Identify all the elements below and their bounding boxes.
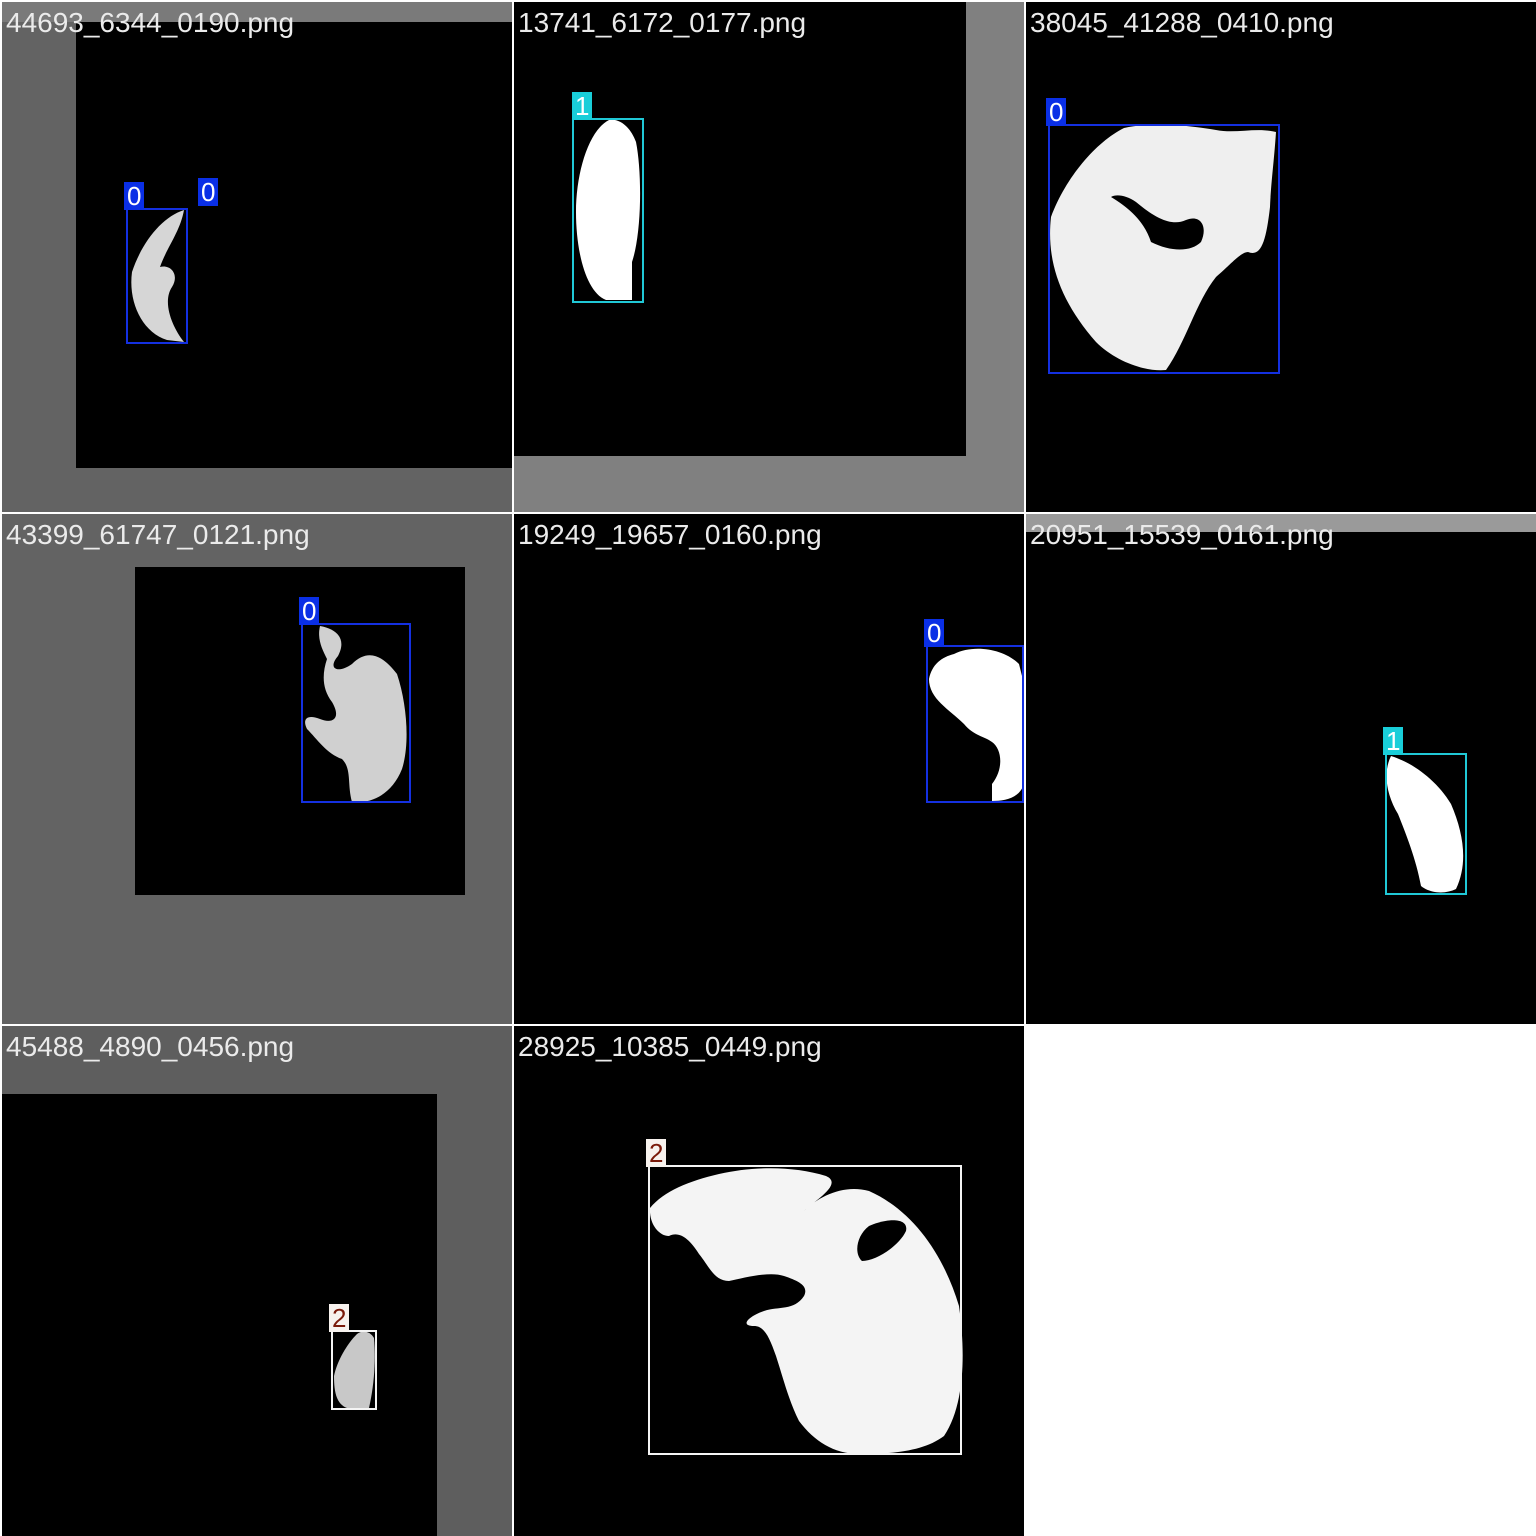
bounding-box bbox=[126, 208, 188, 344]
image-filename: 20951_15539_0161.png bbox=[1030, 519, 1334, 550]
bounding-box bbox=[1385, 753, 1467, 895]
image-tile[interactable]: 1 20951_15539_0161.png bbox=[1026, 514, 1536, 1024]
tile-image bbox=[514, 1026, 1024, 1536]
bounding-box bbox=[926, 645, 1024, 803]
segmentation-mask bbox=[131, 210, 184, 342]
bounding-box bbox=[301, 623, 411, 803]
bounding-box bbox=[648, 1165, 962, 1455]
image-tile[interactable]: 0 0 44693_6344_0190.png bbox=[2, 2, 512, 512]
class-label: 1 bbox=[572, 92, 593, 120]
image-filename: 43399_61747_0121.png bbox=[6, 519, 310, 550]
tile-image bbox=[514, 2, 1024, 512]
image-filename: 44693_6344_0190.png bbox=[6, 7, 295, 38]
image-tile[interactable]: 2 28925_10385_0449.png bbox=[514, 1026, 1024, 1536]
image-filename: 28925_10385_0449.png bbox=[518, 1031, 822, 1062]
image-filename: 38045_41288_0410.png bbox=[1030, 7, 1334, 38]
segmentation-mask bbox=[305, 626, 407, 803]
image-tile[interactable]: 1 13741_6172_0177.png bbox=[514, 2, 1024, 512]
image-filename: 19249_19657_0160.png bbox=[518, 519, 822, 550]
class-label: 0 bbox=[198, 178, 219, 206]
class-label: 0 bbox=[1046, 98, 1067, 126]
tile-image bbox=[1026, 2, 1536, 512]
tile-image bbox=[2, 514, 512, 1024]
image-tile[interactable]: 0 38045_41288_0410.png bbox=[1026, 2, 1536, 512]
tile-image bbox=[2, 2, 512, 512]
image-filename: 13741_6172_0177.png bbox=[518, 7, 807, 38]
segmentation-mask bbox=[929, 648, 1024, 801]
bounding-box bbox=[572, 118, 644, 303]
tile-image bbox=[1026, 514, 1536, 1024]
bounding-box bbox=[1048, 124, 1280, 374]
class-label: 1 bbox=[1383, 727, 1404, 755]
segmentation-mask bbox=[1050, 124, 1276, 371]
image-tile[interactable]: 0 43399_61747_0121.png bbox=[2, 514, 512, 1024]
class-label: 2 bbox=[329, 1304, 350, 1332]
bounding-box bbox=[331, 1330, 377, 1410]
tile-image bbox=[514, 514, 1024, 1024]
image-filename: 45488_4890_0456.png bbox=[6, 1031, 295, 1062]
tile-image bbox=[2, 1026, 512, 1536]
image-tile[interactable]: 2 45488_4890_0456.png bbox=[2, 1026, 512, 1536]
class-label: 0 bbox=[924, 619, 945, 647]
segmentation-mask bbox=[576, 119, 641, 300]
class-label: 0 bbox=[299, 597, 320, 625]
class-label: 2 bbox=[646, 1139, 667, 1167]
image-tile[interactable]: 0 19249_19657_0160.png bbox=[514, 514, 1024, 1024]
segmentation-mask bbox=[334, 1331, 375, 1408]
segmentation-mask bbox=[1386, 756, 1464, 893]
class-label: 0 bbox=[124, 182, 145, 210]
